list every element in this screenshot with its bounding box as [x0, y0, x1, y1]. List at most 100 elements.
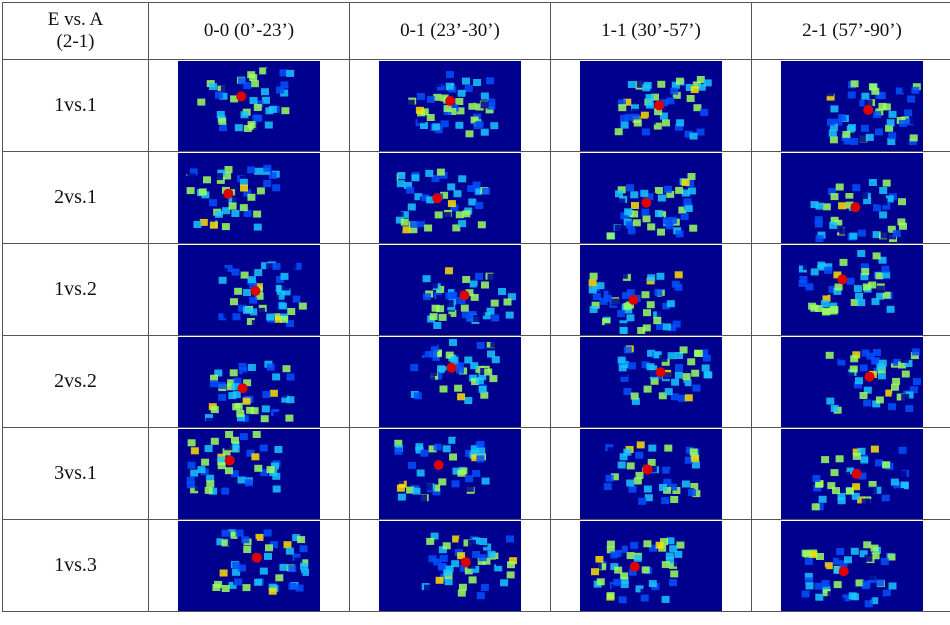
heat-blob [852, 448, 861, 456]
heat-blob [882, 202, 891, 210]
heatmap-image [781, 520, 923, 611]
heat-blob [844, 555, 852, 563]
heat-blob [631, 108, 640, 116]
heat-blob [242, 583, 251, 591]
heat-blob [453, 189, 462, 197]
heat-blob [232, 402, 241, 410]
heat-blob [898, 197, 906, 205]
heat-hotspot [642, 464, 653, 474]
heat-blob [204, 444, 213, 452]
heat-blob [659, 341, 668, 349]
heat-blob [260, 414, 269, 422]
heat-blob [255, 533, 264, 541]
heat-blob [828, 285, 837, 293]
heat-blob [503, 298, 512, 305]
heat-blob [861, 349, 870, 356]
heat-blob [832, 378, 841, 386]
heat-blob [845, 192, 854, 200]
heat-blob [827, 481, 836, 489]
heat-blob [199, 103, 208, 111]
row-label: 1vs.1 [2, 59, 149, 152]
heat-blob [231, 436, 239, 444]
heat-blob [231, 209, 240, 217]
heat-blob [896, 487, 905, 495]
heat-blob [887, 553, 896, 560]
heat-blob [470, 444, 479, 452]
heat-blob [868, 82, 877, 90]
heatmap-image [781, 428, 923, 519]
heat-blob [886, 305, 895, 313]
heat-blob [413, 391, 422, 399]
heat-blob [424, 466, 433, 474]
heatmap-cell [148, 335, 350, 428]
heat-blob [242, 168, 251, 176]
heat-blob [612, 482, 621, 489]
heat-blob [666, 96, 675, 104]
heat-blob [873, 203, 882, 211]
heat-blob [297, 535, 306, 543]
heat-blob [286, 319, 294, 327]
heat-blob [664, 444, 673, 452]
heat-blob [484, 300, 493, 308]
heat-blob [859, 99, 868, 107]
heat-blob [462, 209, 471, 217]
heat-blob [225, 430, 234, 438]
heat-blob [899, 119, 907, 127]
heat-blob [509, 556, 518, 564]
heat-blob [219, 92, 228, 100]
heat-blob [428, 444, 437, 452]
heat-blob [431, 174, 440, 182]
heat-blob [452, 467, 461, 475]
heat-blob [841, 98, 850, 106]
heat-blob [833, 566, 842, 574]
heat-blob [815, 202, 824, 210]
heat-blob [901, 393, 910, 401]
heat-blob [836, 547, 845, 555]
heatmap-cell [148, 151, 350, 244]
heat-blob [813, 483, 822, 491]
heat-blob [815, 234, 824, 242]
heat-blob [654, 288, 663, 296]
heat-blob [398, 480, 407, 488]
heat-blob [888, 131, 897, 139]
heat-blob [299, 544, 308, 552]
heat-blob [415, 446, 424, 454]
heatmap-cell [148, 519, 350, 612]
heat-blob [472, 536, 481, 544]
heat-blob [815, 183, 824, 191]
heat-blob [824, 262, 833, 270]
heat-blob [851, 492, 860, 500]
heat-blob [643, 485, 652, 492]
heatmap-image [379, 336, 521, 427]
heat-blob [478, 385, 487, 393]
heat-blob [675, 363, 683, 371]
heat-blob [490, 339, 499, 347]
heatmap-cell [550, 151, 752, 244]
heatmap-row: 1vs.1 [2, 59, 950, 152]
heat-blob [463, 538, 472, 546]
heat-blob [238, 76, 246, 84]
heat-blob [281, 395, 290, 403]
heat-blob [630, 392, 639, 399]
heatmap-image [781, 244, 923, 335]
heat-blob [641, 208, 650, 216]
heat-blob [619, 545, 628, 553]
heat-blob [663, 322, 671, 330]
heat-blob [666, 574, 675, 582]
heat-blob [473, 314, 482, 322]
heat-blob [701, 363, 710, 371]
heat-blob [821, 455, 830, 463]
heat-blob [482, 311, 491, 319]
heat-blob [221, 99, 230, 107]
heat-blob [618, 363, 627, 371]
heat-blob [645, 93, 654, 101]
heat-blob [250, 406, 259, 414]
heat-blob [225, 466, 233, 474]
heat-blob [486, 76, 494, 84]
heat-blob [599, 297, 608, 305]
heat-blob [631, 113, 640, 121]
heat-blob [230, 297, 238, 305]
heat-blob [494, 563, 503, 571]
heat-blob [242, 397, 251, 405]
heat-blob [657, 194, 666, 201]
